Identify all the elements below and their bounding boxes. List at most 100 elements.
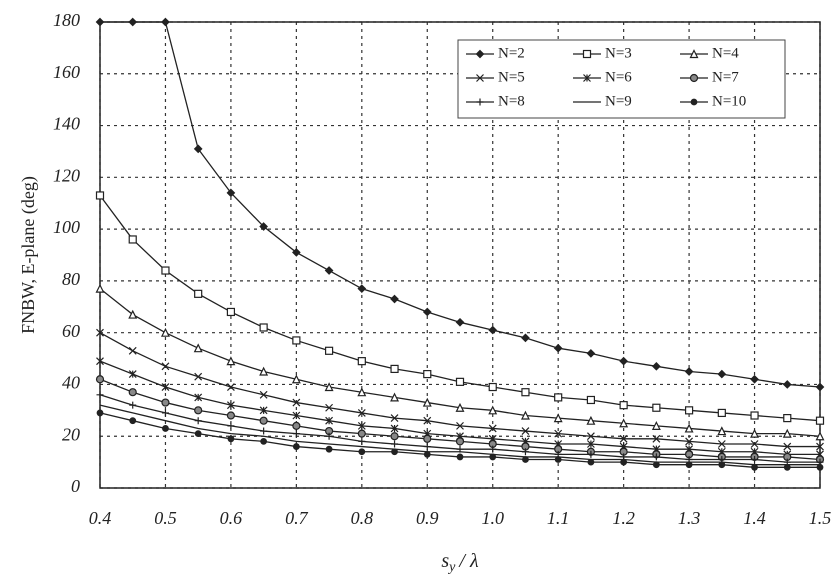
y-tick-label: 60 [62,321,80,341]
marker [718,461,726,469]
marker [390,424,399,433]
marker [128,346,137,355]
marker [815,416,825,425]
x-tick-label: 0.4 [89,508,112,528]
marker [422,397,432,407]
marker [260,438,268,445]
marker [476,74,484,82]
marker [583,74,591,82]
marker [194,417,202,425]
marker [390,414,399,423]
marker [95,375,105,384]
marker [227,422,235,430]
marker [553,343,563,353]
marker [390,392,400,402]
marker [456,453,464,461]
marker [129,417,137,425]
marker [291,374,301,384]
y-tick-label: 40 [62,373,80,393]
marker [689,49,699,59]
marker [586,440,595,448]
marker [292,430,300,438]
marker [193,343,203,353]
y-tick-label: 20 [62,424,80,444]
marker [717,440,726,448]
marker [226,401,235,410]
marker [750,440,759,448]
marker [652,403,661,412]
series-line [99,404,820,466]
marker [194,372,203,381]
marker [324,346,334,355]
legend-label: N=8 [498,93,525,109]
x-tick-label: 0.9 [416,508,439,528]
marker [522,456,529,463]
marker [782,428,792,438]
marker [259,390,268,399]
marker [160,327,170,337]
marker [259,222,268,231]
marker [260,427,268,435]
marker [357,284,367,294]
marker [357,421,366,430]
x-tick-label: 1.3 [678,508,701,528]
marker [96,328,104,337]
marker [96,409,104,417]
marker [390,432,399,441]
marker [619,434,628,443]
legend-label: N=2 [498,45,525,61]
marker [488,325,498,335]
marker [227,435,235,443]
marker [685,461,693,469]
marker [161,362,170,371]
legend-label: N=4 [712,45,739,61]
x-tick-label: 1.2 [612,508,635,528]
marker [358,448,366,456]
legend-label: N=9 [605,93,632,109]
marker [128,388,137,397]
marker [554,429,563,438]
marker [324,266,334,275]
x-tick-label: 1.0 [481,508,504,528]
marker [582,49,592,59]
marker [521,333,530,343]
marker [292,336,301,345]
legend-label: N=10 [712,93,746,109]
marker [521,427,530,435]
marker [324,382,334,392]
marker [128,235,137,244]
marker [455,402,465,412]
marker [423,369,432,379]
y-tick-label: 120 [53,165,80,185]
marker [226,383,235,391]
marker [475,49,485,59]
y-tick-label: 180 [53,10,80,30]
marker [226,411,236,420]
marker [423,450,431,458]
marker [390,294,399,304]
marker [391,448,398,456]
marker [586,432,595,441]
marker [783,414,792,423]
y-tick-label: 160 [53,62,80,82]
marker [194,430,202,438]
marker [586,395,596,405]
marker [259,416,268,425]
marker [292,443,300,450]
marker [689,73,699,83]
marker [690,98,698,106]
x-tick-label: 0.8 [351,508,374,528]
marker [521,388,530,397]
marker [95,283,105,293]
marker [455,317,465,327]
marker [553,413,563,423]
marker [95,17,105,27]
marker [95,191,105,200]
marker [619,418,629,428]
marker [128,17,138,27]
marker [292,248,301,257]
marker [685,437,694,446]
marker [520,410,530,420]
marker [620,458,628,466]
